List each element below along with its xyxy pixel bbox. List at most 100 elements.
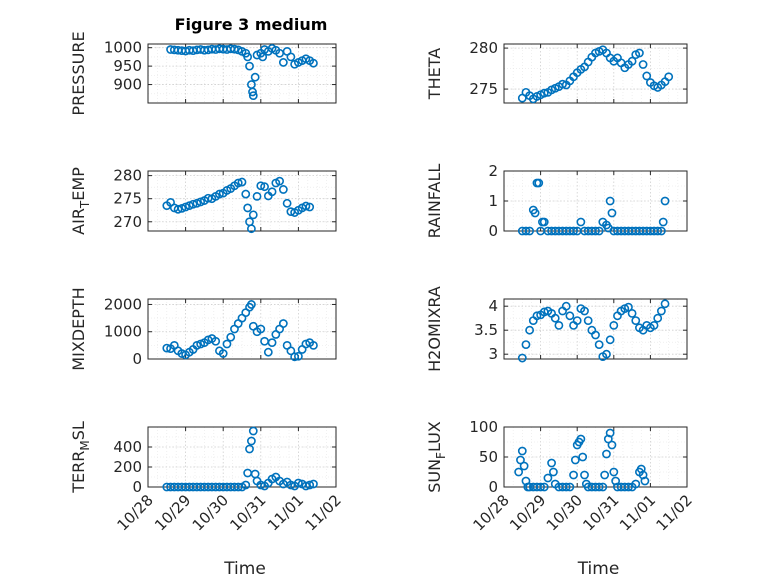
data-point: [576, 434, 586, 444]
data-point: [594, 340, 604, 349]
data-point: [246, 436, 256, 446]
data-point: [250, 72, 260, 82]
data-point: [275, 176, 284, 186]
data-point: [580, 470, 589, 480]
data-point: [591, 226, 600, 236]
data-point: [286, 346, 296, 356]
data-point: [642, 71, 652, 81]
y-axis-label: TERRMSL: [69, 421, 92, 494]
data-point: [278, 185, 288, 194]
x-tick-label: 10/28: [114, 491, 157, 534]
data-point: [248, 91, 258, 101]
data-point: [539, 217, 549, 227]
data-point: [565, 482, 575, 492]
data-point: [569, 470, 578, 480]
x-tick-label: 10/30: [543, 491, 586, 534]
data-point: [539, 482, 549, 492]
y-tick-label: 200: [113, 458, 142, 476]
data-point: [222, 339, 232, 349]
data-point: [653, 226, 663, 236]
data-point: [534, 178, 544, 188]
data-point: [278, 319, 288, 328]
data-point: [583, 316, 593, 325]
data-point: [605, 335, 615, 345]
data-point: [550, 313, 560, 323]
data-point: [267, 187, 277, 197]
y-tick-label: 950: [113, 57, 142, 75]
data-point: [246, 300, 256, 309]
x-axis-label: Time: [577, 559, 620, 579]
y-tick-label: 900: [113, 76, 142, 94]
data-point: [519, 461, 529, 471]
data-point: [286, 52, 296, 62]
y-tick-label: 100: [469, 418, 498, 436]
y-tick-label: 280: [113, 167, 142, 185]
data-point: [230, 44, 239, 54]
data-point: [554, 320, 564, 330]
data-point: [658, 217, 668, 227]
data-point: [569, 226, 578, 236]
x-tick-label: 11/01: [264, 491, 307, 534]
x-tick-label: 11/01: [616, 491, 659, 534]
data-point: [267, 338, 277, 348]
data-point: [539, 88, 549, 98]
y-tick-label: 0: [488, 478, 498, 496]
data-point: [609, 467, 619, 477]
data-point: [245, 61, 254, 71]
axes-border: [147, 170, 337, 232]
data-point: [162, 343, 172, 353]
data-point: [241, 480, 251, 490]
data-point: [561, 301, 571, 311]
data-point: [245, 444, 254, 454]
data-point: [605, 428, 615, 438]
x-tick-label: 10/29: [151, 491, 194, 534]
data-point: [252, 191, 262, 201]
y-tick-label: 3: [488, 345, 498, 363]
data-point: [211, 336, 221, 346]
y-axis-label: PRESSURE: [69, 31, 88, 115]
y-tick-label: 0: [132, 350, 142, 368]
y-tick-label: 1000: [104, 323, 142, 341]
y-tick-label: 4: [488, 297, 498, 315]
data-point: [649, 320, 659, 330]
data-point: [565, 311, 575, 321]
data-point: [260, 182, 269, 192]
data-point: [624, 482, 633, 492]
data-point: [525, 325, 535, 335]
data-point: [624, 302, 633, 312]
data-point: [301, 481, 311, 491]
data-point: [309, 58, 318, 68]
data-point: [609, 320, 619, 330]
data-point: [263, 347, 273, 357]
x-tick-label: 10/31: [579, 491, 622, 534]
subplot-middle-upper-left: 270 275 280 AIRTEMP: [69, 167, 337, 235]
data-point: [286, 480, 296, 490]
data-point: [256, 480, 266, 490]
y-tick-label: 1000: [104, 39, 142, 57]
data-point: [309, 479, 318, 489]
data-point: [305, 480, 315, 490]
figure-title: Figure 3 medium: [175, 15, 328, 34]
data-point: [517, 353, 527, 363]
data-point: [656, 306, 666, 316]
data-point: [248, 87, 257, 97]
x-tick-label: 10/31: [226, 491, 269, 534]
data-point: [631, 479, 641, 489]
y-tick-label: 400: [113, 438, 142, 456]
x-tick-label: 10/29: [506, 491, 549, 534]
data-point: [640, 476, 650, 486]
data-point: [638, 60, 648, 69]
data-point: [521, 226, 531, 236]
data-point: [570, 455, 580, 465]
y-tick-label: 0: [132, 478, 142, 496]
data-point: [301, 201, 311, 211]
data-point: [233, 178, 243, 188]
data-point: [532, 311, 542, 321]
y-axis-label: RAINFALL: [425, 164, 444, 239]
y-tick-label: 1: [488, 192, 498, 210]
data-point: [627, 56, 637, 66]
subplot-middle-upper-right: 0 1 2 RAINFALL: [425, 162, 688, 240]
data-point: [547, 458, 556, 468]
